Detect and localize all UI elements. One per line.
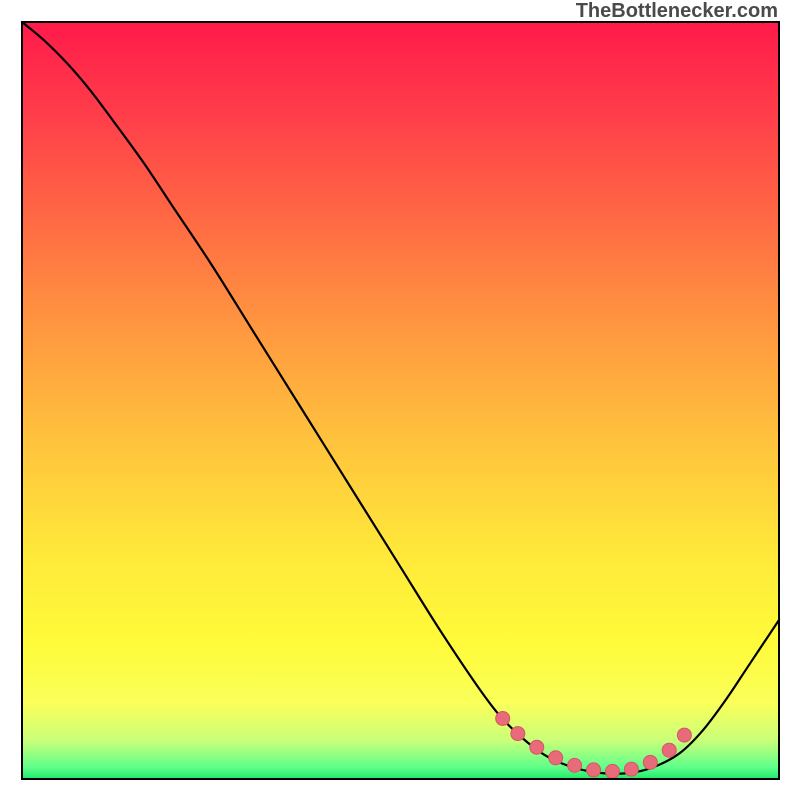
marker-dot [530,740,544,754]
marker-dot [643,755,657,769]
bottleneck-chart: TheBottlenecker.com [0,0,800,800]
chart-svg [0,0,800,800]
marker-dot [624,762,638,776]
marker-dot [677,728,691,742]
marker-dot [496,711,510,725]
marker-dot [549,751,563,765]
marker-dot [568,758,582,772]
marker-dot [605,764,619,778]
marker-dot [587,763,601,777]
marker-dot [511,727,525,741]
marker-dot [662,743,676,757]
plot-background [22,22,779,779]
